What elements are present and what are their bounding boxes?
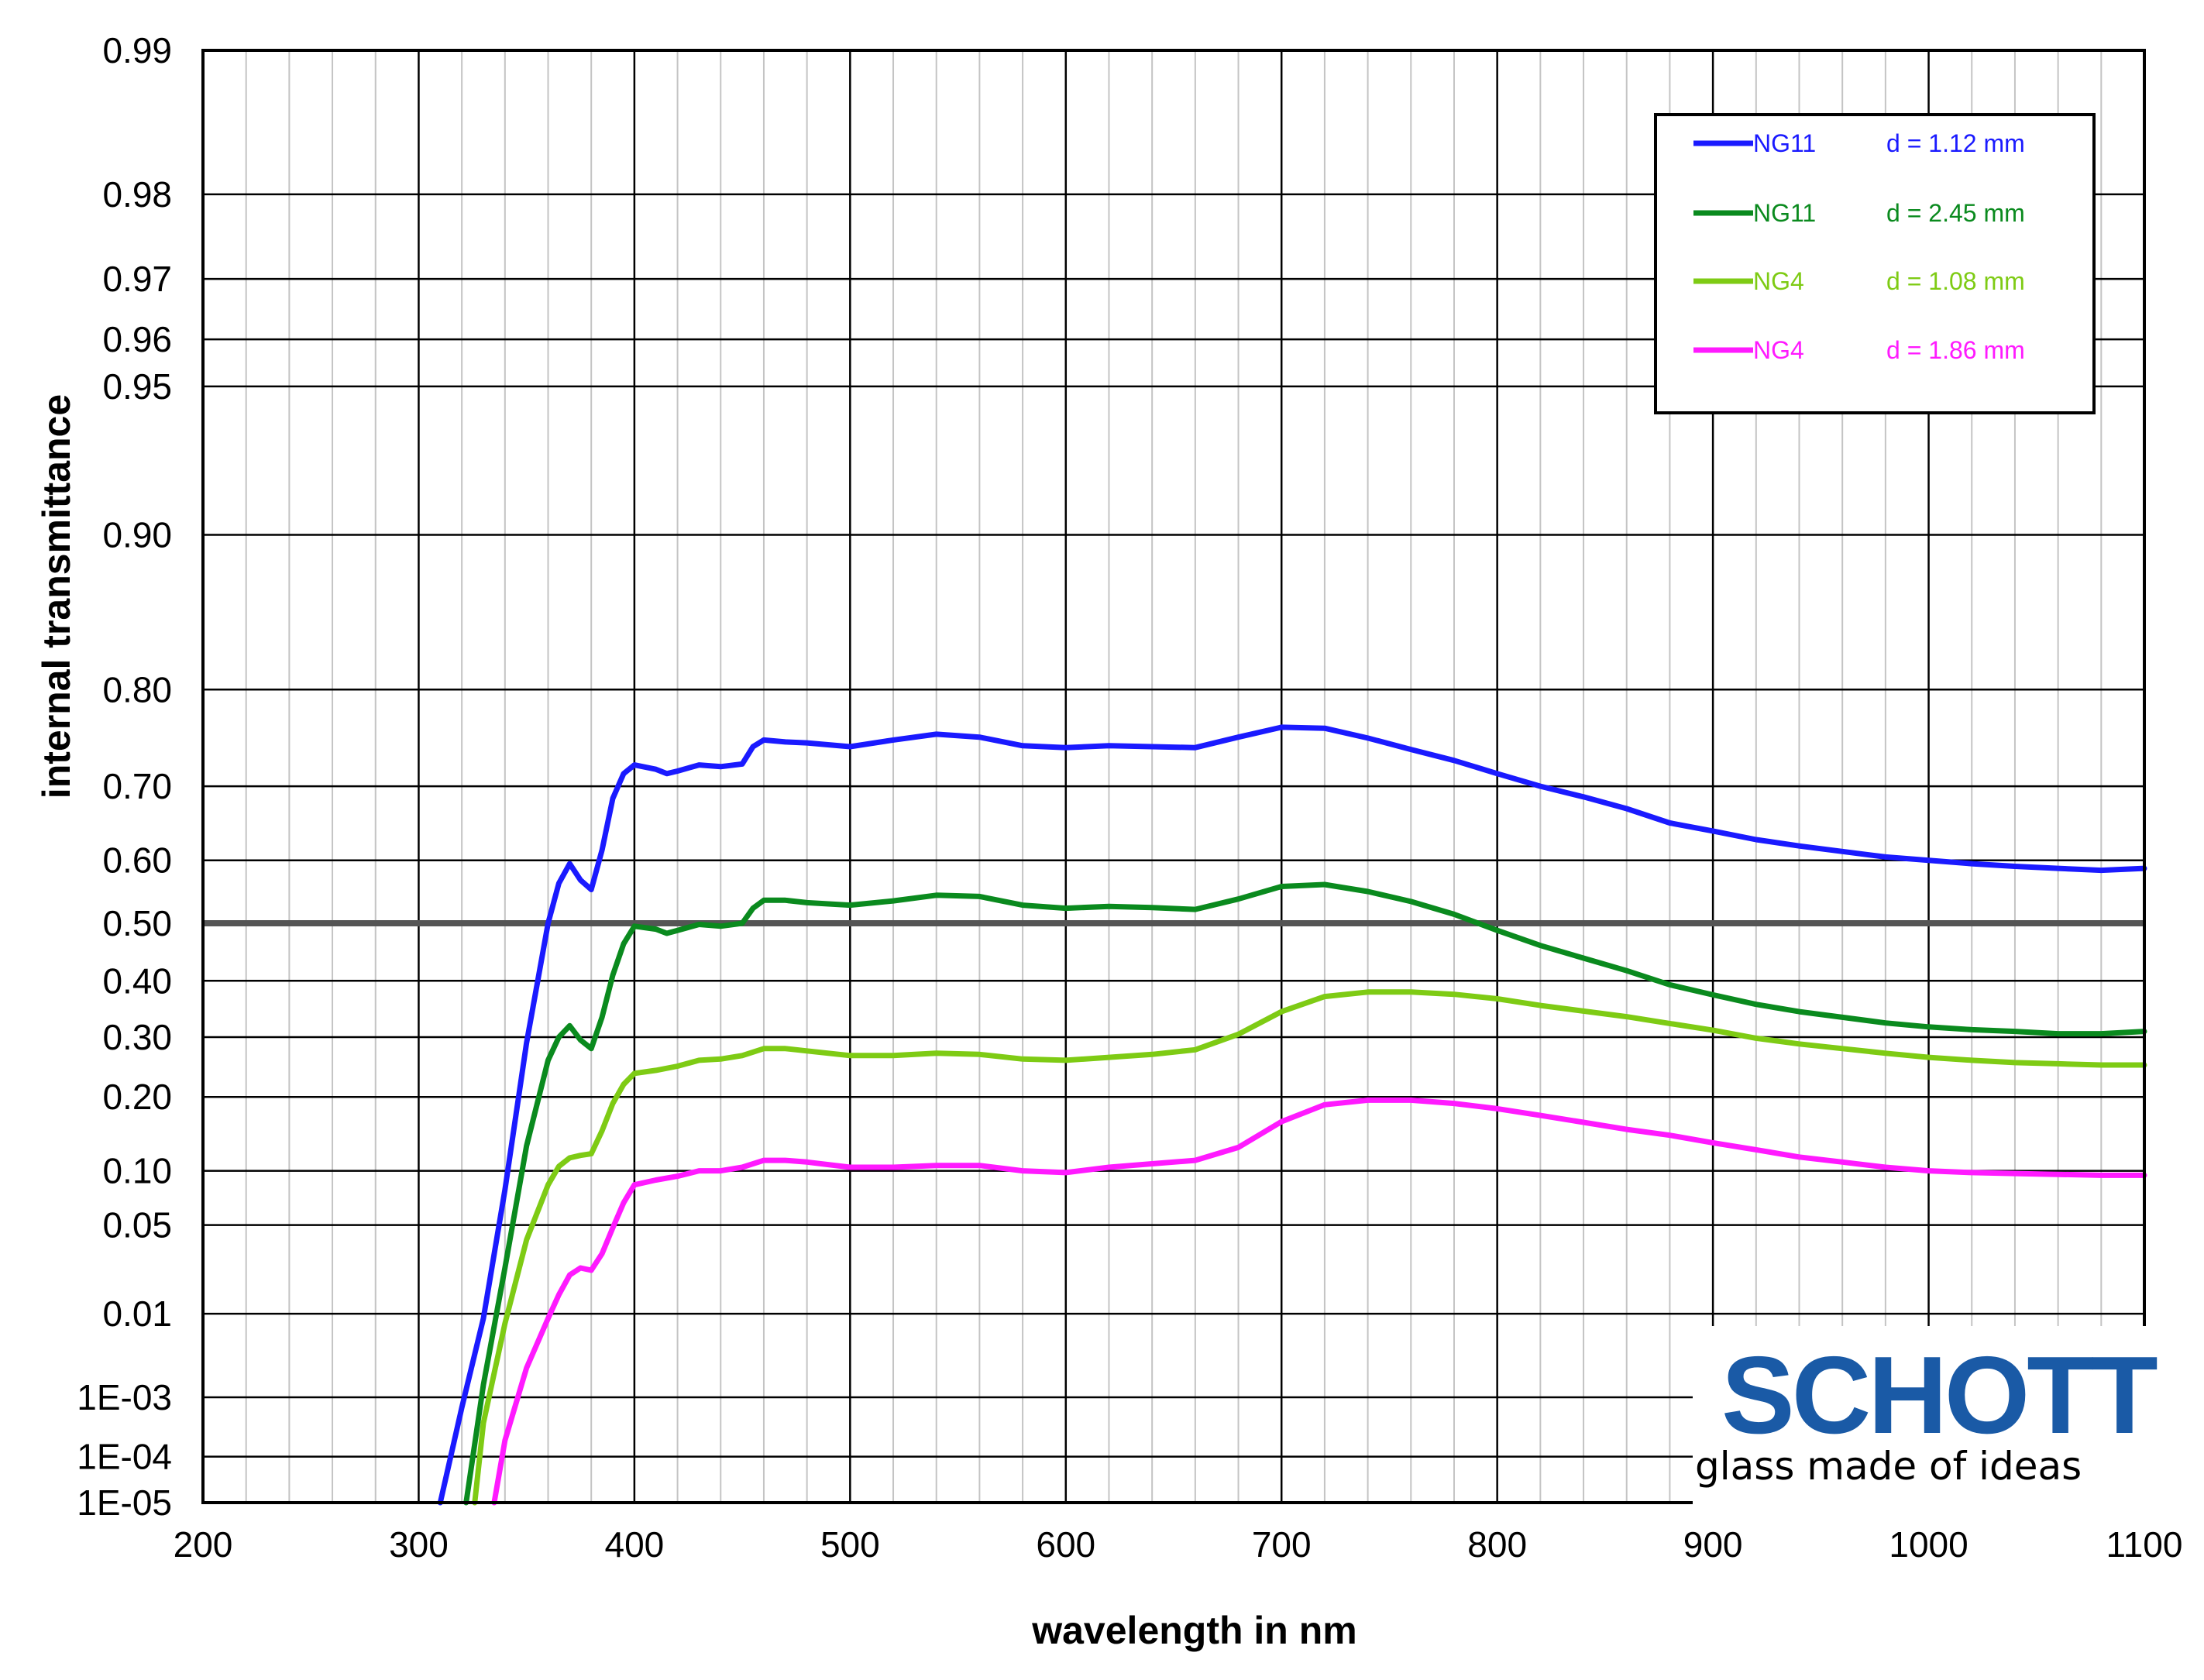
x-tick-label: 800 — [1467, 1524, 1527, 1565]
y-tick-label: 0.98 — [102, 174, 172, 215]
legend-label: NG11 — [1753, 199, 1816, 227]
legend-thickness: d = 2.45 mm — [1886, 199, 2025, 227]
series-line-1 — [437, 724, 2147, 1506]
y-tick-label: 0.30 — [102, 1017, 172, 1057]
y-tick-label: 0.70 — [102, 766, 172, 806]
series-line-2 — [463, 881, 2147, 1506]
x-tick-label: 1100 — [2106, 1524, 2183, 1565]
series-line-4 — [491, 1097, 2147, 1506]
legend-label: NG4 — [1753, 267, 1804, 295]
y-tick-label: 0.40 — [102, 960, 172, 1001]
x-axis-title: wavelength in nm — [1031, 1609, 1357, 1652]
legend-box — [1654, 113, 2096, 414]
legend-label: NG4 — [1753, 336, 1804, 364]
y-tick-label: 1E-04 — [77, 1437, 172, 1477]
legend: NG11 d = 1.12 mm NG11 d = 2.45 mm NG4 d = 1.0… — [1654, 113, 2096, 414]
x-tick-label: 600 — [1036, 1524, 1095, 1565]
logo-brand: SCHOTT — [1721, 1334, 2158, 1457]
y-tick-label: 0.80 — [102, 669, 172, 709]
x-tick-label: 900 — [1683, 1524, 1743, 1565]
series-line-3 — [472, 989, 2147, 1506]
x-tick-labels: 200 300 400 500 600 700 800 900 1000 1100 — [174, 1524, 2183, 1565]
legend-thickness: d = 1.86 mm — [1886, 336, 2025, 364]
legend-label: NG11 — [1753, 129, 1816, 157]
y-tick-label: 0.60 — [102, 840, 172, 881]
y-tick-label: 0.97 — [102, 259, 172, 299]
logo-backdrop — [1693, 1326, 2167, 1504]
x-tick-label: 700 — [1252, 1524, 1312, 1565]
x-tick-label: 500 — [820, 1524, 880, 1565]
x-tick-label: 400 — [605, 1524, 665, 1565]
y-tick-label: 0.20 — [102, 1077, 172, 1117]
y-tick-labels: 1E-05 1E-04 1E-03 0.01 0.05 0.10 0.20 0.30 0.40 0… — [77, 30, 172, 1523]
y-tick-label: 0.10 — [102, 1151, 172, 1191]
x-tick-label: 1000 — [1889, 1524, 1968, 1565]
y-tick-label: 0.96 — [102, 319, 172, 359]
plot-frame — [201, 49, 2146, 1504]
y-tick-label: 0.90 — [102, 515, 172, 555]
y-tick-label: 1E-05 — [77, 1482, 172, 1523]
legend-thickness: d = 1.12 mm — [1886, 129, 2025, 157]
y-axis-title: internal transmittance — [35, 394, 78, 799]
minor-grid — [245, 50, 2103, 1503]
schott-logo: SCHOTT glass made of ideas — [1693, 1326, 2167, 1504]
y-tick-label: 0.95 — [102, 366, 172, 407]
legend-entries: NG11 d = 1.12 mm NG11 d = 2.45 mm NG4 d = 1.0… — [1693, 129, 2025, 364]
y-tick-label: 0.01 — [102, 1293, 172, 1334]
y-tick-label: 0.05 — [102, 1205, 172, 1245]
logo-tagline: glass made of ideas — [1695, 1444, 2082, 1489]
x-tick-label: 300 — [389, 1524, 449, 1565]
legend-thickness: d = 1.08 mm — [1886, 267, 2025, 295]
x-tick-label: 200 — [174, 1524, 233, 1565]
y-tick-label: 0.99 — [102, 30, 172, 70]
series-lines — [437, 724, 2147, 1506]
y-tick-label: 1E-03 — [77, 1377, 172, 1417]
y-tick-label: 0.50 — [102, 903, 172, 943]
